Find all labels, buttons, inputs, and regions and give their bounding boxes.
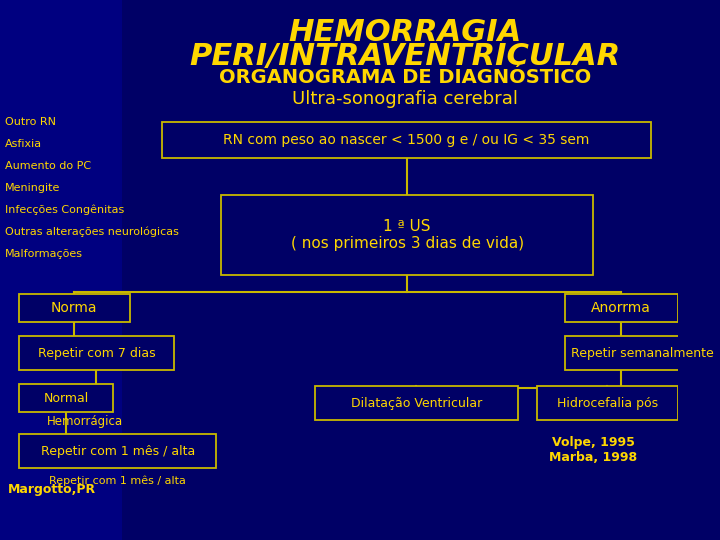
- Text: ORGANOGRAMA DE DIAGNÓSTICO: ORGANOGRAMA DE DIAGNÓSTICO: [219, 68, 591, 87]
- Text: Repetir com 7 dias: Repetir com 7 dias: [37, 347, 156, 360]
- Text: Outras alterações neurológicas: Outras alterações neurológicas: [5, 227, 179, 237]
- Text: RN com peso ao nascer < 1500 g e / ou IG < 35 sem: RN com peso ao nascer < 1500 g e / ou IG…: [223, 133, 590, 147]
- Text: Infecções Congênitas: Infecções Congênitas: [5, 205, 124, 215]
- Text: Aumento do PC: Aumento do PC: [5, 161, 91, 171]
- Text: Volpe, 1995
Marba, 1998: Volpe, 1995 Marba, 1998: [549, 436, 637, 464]
- FancyBboxPatch shape: [19, 336, 174, 370]
- FancyBboxPatch shape: [19, 294, 130, 322]
- Text: Dilatação Ventricular: Dilatação Ventricular: [351, 396, 482, 409]
- Text: Repetir com 1 mês / alta: Repetir com 1 mês / alta: [49, 476, 186, 487]
- Text: 1 ª US
( nos primeiros 3 dias de vida): 1 ª US ( nos primeiros 3 dias de vida): [291, 219, 523, 251]
- FancyBboxPatch shape: [162, 122, 652, 158]
- Text: HEMORRAGIA: HEMORRAGIA: [288, 18, 521, 47]
- Text: Repetir semanalmente: Repetir semanalmente: [571, 347, 714, 360]
- Text: Anorrma: Anorrma: [591, 301, 651, 315]
- Text: Hemorrágica: Hemorrágica: [47, 415, 123, 429]
- FancyBboxPatch shape: [0, 0, 122, 540]
- FancyBboxPatch shape: [564, 336, 720, 370]
- Text: Malformações: Malformações: [5, 249, 83, 259]
- Text: Normal: Normal: [43, 392, 89, 404]
- Text: Outro RN: Outro RN: [5, 117, 55, 127]
- FancyBboxPatch shape: [19, 434, 217, 468]
- FancyBboxPatch shape: [221, 195, 593, 275]
- FancyBboxPatch shape: [315, 386, 518, 420]
- FancyBboxPatch shape: [19, 384, 113, 412]
- FancyBboxPatch shape: [564, 294, 678, 322]
- FancyBboxPatch shape: [536, 386, 678, 420]
- Text: PERI/INTRAVENTRICULAR: PERI/INTRAVENTRICULAR: [189, 42, 621, 71]
- Text: Hidrocefalia pós: Hidrocefalia pós: [557, 396, 657, 409]
- Text: Meningite: Meningite: [5, 183, 60, 193]
- Text: Asfixia: Asfixia: [5, 139, 42, 149]
- Text: Norma: Norma: [51, 301, 98, 315]
- Text: Ultra-sonografia cerebral: Ultra-sonografia cerebral: [292, 90, 518, 108]
- Text: Margotto,PR: Margotto,PR: [7, 483, 96, 496]
- Text: Repetir com 1 mês / alta: Repetir com 1 mês / alta: [40, 444, 195, 457]
